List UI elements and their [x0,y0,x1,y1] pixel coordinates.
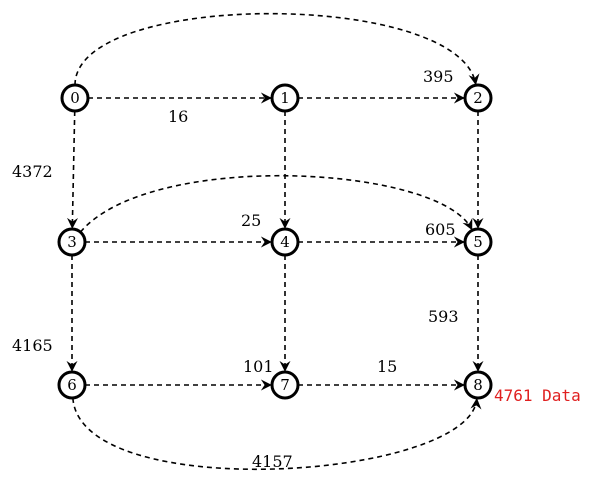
edges-layer [66,12,484,471]
node-label: 8 [473,376,483,394]
node-circle [463,370,493,400]
node-circle [57,227,87,257]
node-1: 1 [270,83,300,113]
node-3: 3 [57,227,87,257]
node-circle [57,370,87,400]
node-6: 6 [57,370,87,400]
node-8: 8 [463,370,493,400]
edge-label-6-8: 4157 [252,452,293,471]
node-label: 3 [67,233,77,251]
node-circle [270,227,300,257]
node-circle [270,370,300,400]
nodes-layer: 0 1 2 3 4 5 6 7 8 [57,83,493,400]
edge-label-2-5: 605 [425,220,456,239]
edge-0-2 [74,12,480,86]
result-label: 4761 Data [494,386,581,405]
node-circle [60,83,90,113]
node-label: 0 [70,89,80,107]
edge-label-5-8: 593 [428,307,459,326]
node-label: 1 [280,89,290,107]
node-label: 4 [280,233,290,251]
edge-3-5 [79,175,473,233]
node-circle [463,227,493,257]
node-circle [463,83,493,113]
node-label: 5 [473,233,483,251]
node-5: 5 [463,227,493,257]
node-label: 7 [280,376,290,394]
edge-label-7-8: 15 [377,357,397,376]
edge-label-1-2: 395 [423,67,454,86]
edge-label-1-4: 25 [241,211,261,230]
edge-label-0-3: 4372 [12,162,53,181]
node-label: 6 [67,376,77,394]
edge-label-0-1: 16 [168,107,188,126]
edge-label-3-6: 4165 [12,336,53,355]
node-circle [270,83,300,113]
edge-0-3 [67,110,79,229]
node-0: 0 [60,83,90,113]
node-7: 7 [270,370,300,400]
node-label: 2 [473,89,483,107]
edge-label-4-7: 101 [243,357,274,376]
node-4: 4 [270,227,300,257]
node-2: 2 [463,83,493,113]
edge-6-8 [72,397,482,471]
